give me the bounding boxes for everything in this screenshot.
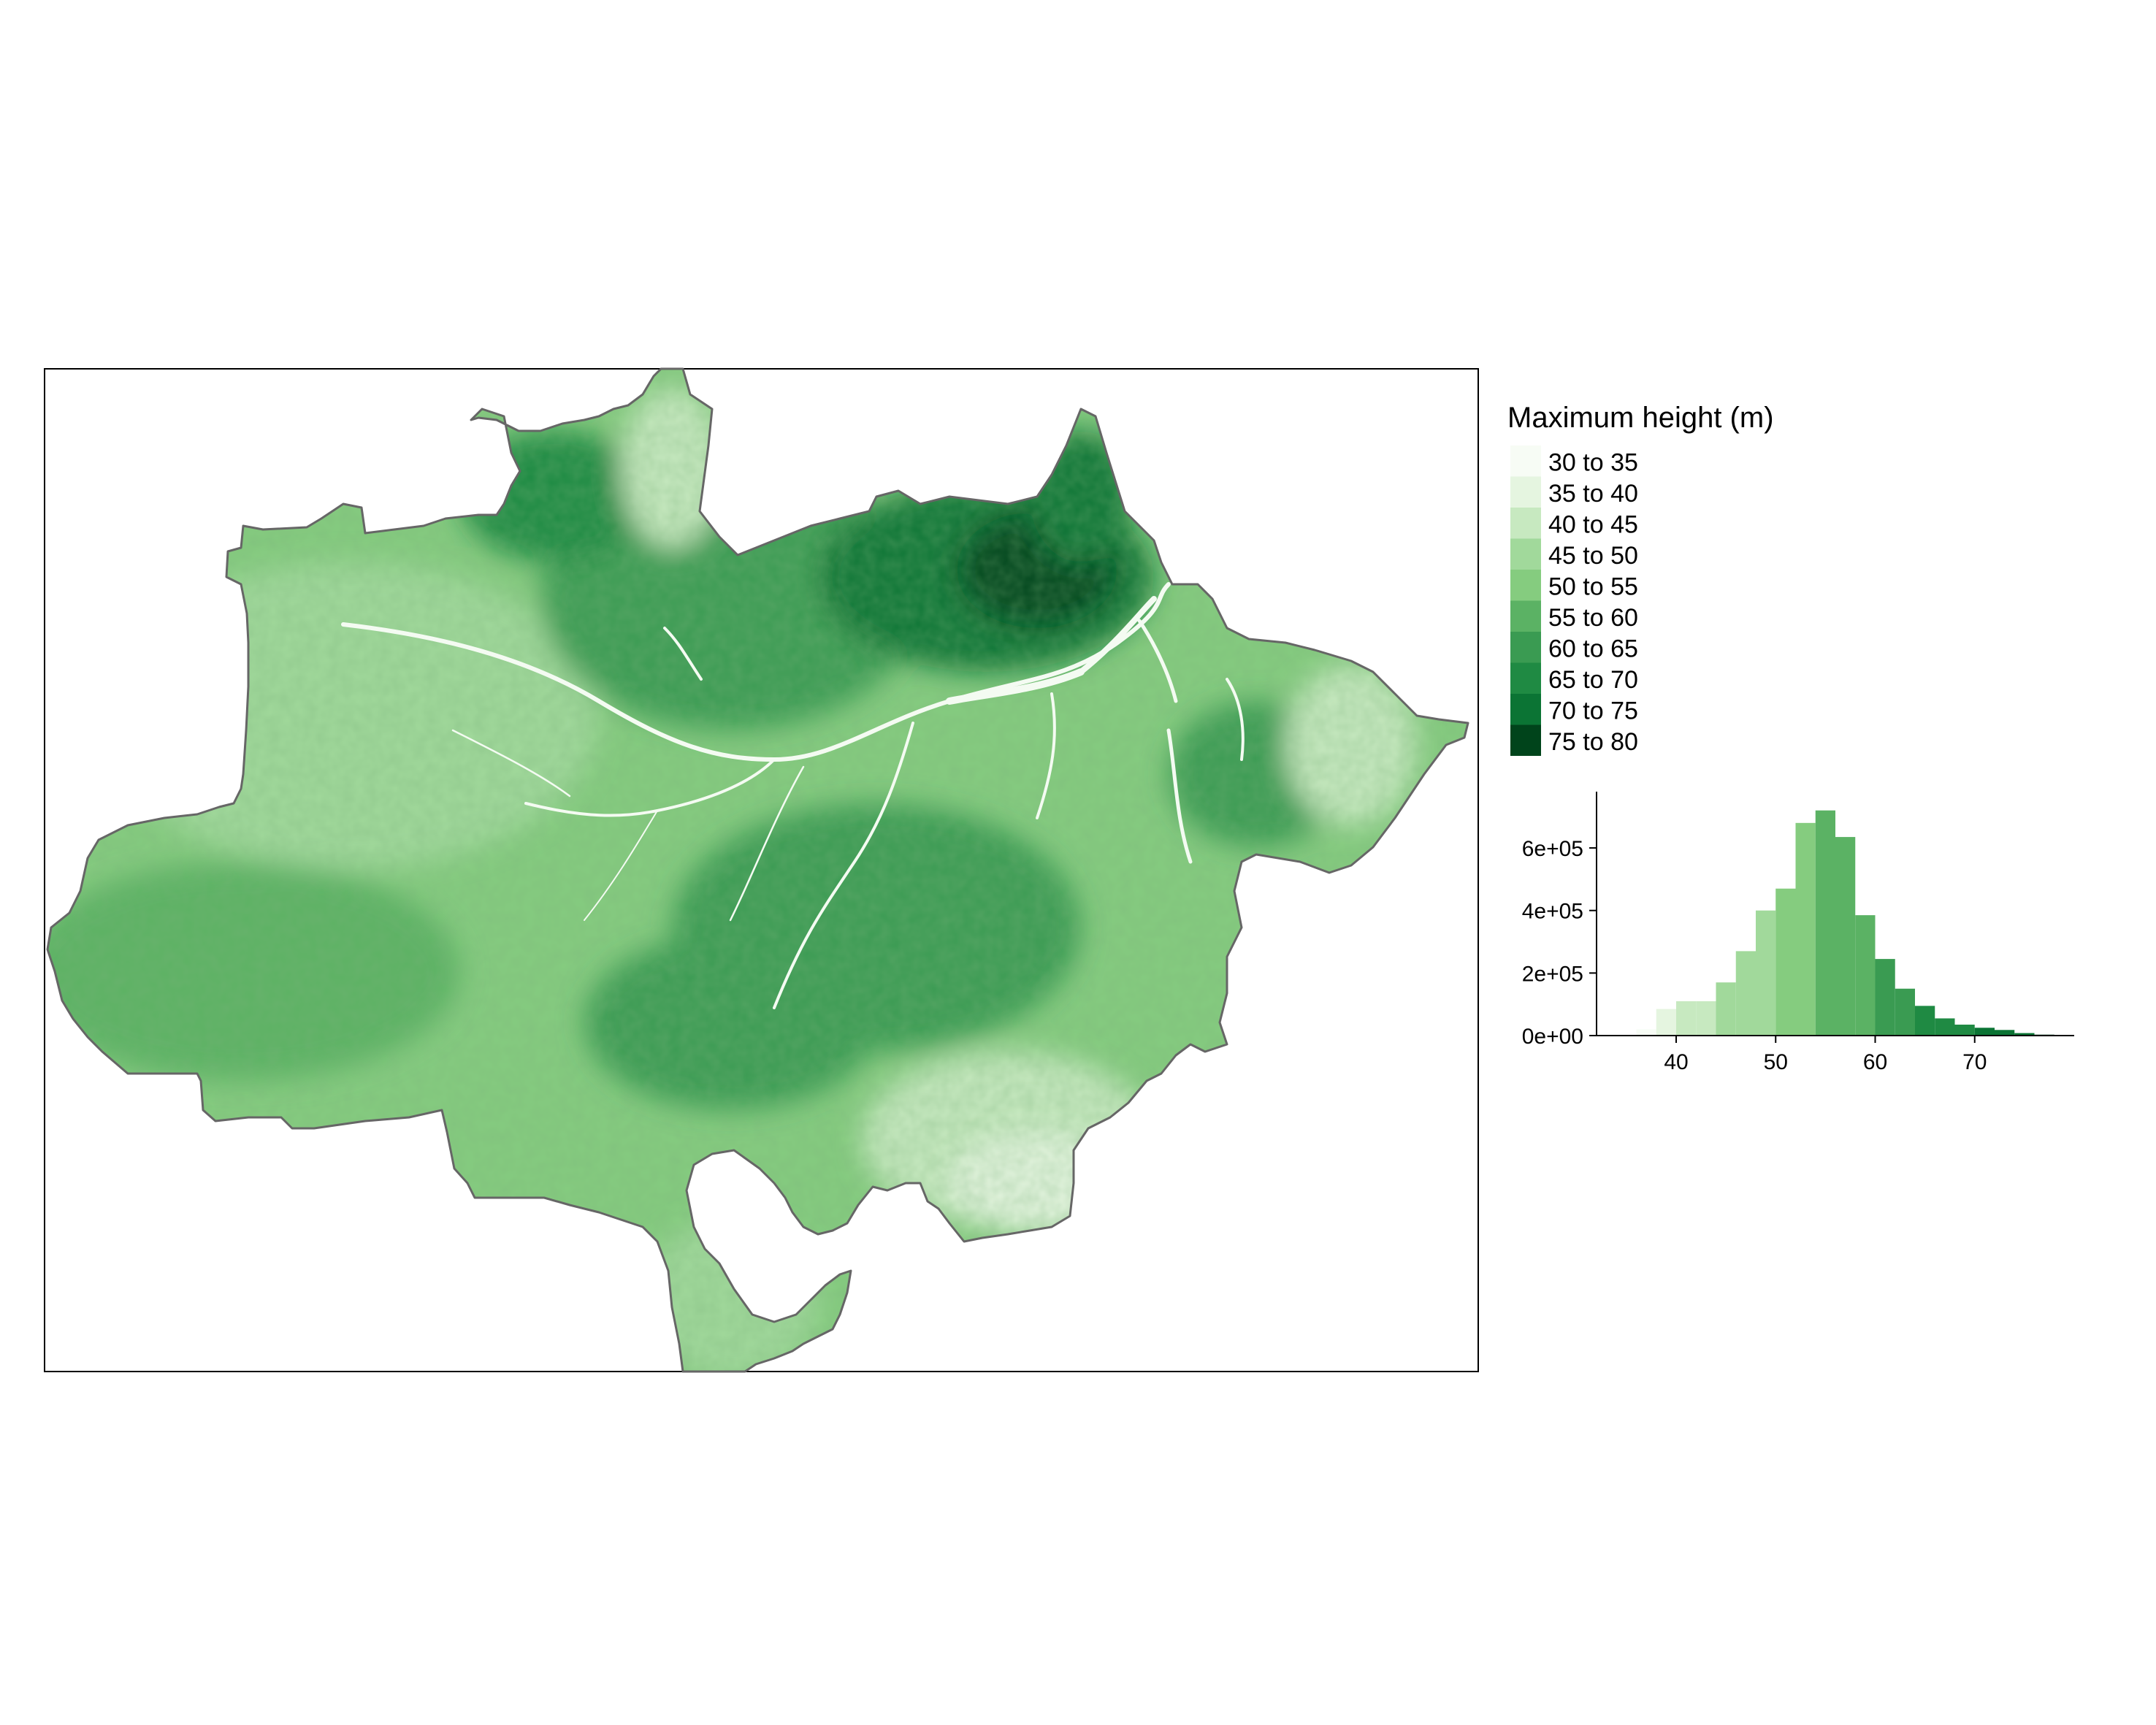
histogram-bar [1756, 910, 1776, 1036]
histogram-bar [1696, 1001, 1716, 1036]
legend-swatch [1510, 570, 1541, 601]
legend-swatch [1510, 600, 1541, 632]
histogram-bar [1915, 1006, 1935, 1036]
x-tick-label: 50 [1764, 1050, 1788, 1074]
legend-title: Maximum height (m) [1507, 402, 1774, 434]
x-tick-label: 40 [1664, 1050, 1688, 1074]
y-tick-label: 0e+00 [1522, 1025, 1583, 1049]
histogram-bar [1935, 1018, 1955, 1036]
histogram: 0e+00 2e+05 4e+05 6e+05 40 50 60 70 [1522, 792, 2074, 1074]
y-tick-label: 2e+05 [1522, 962, 1583, 986]
legend-label: 65 to 70 [1548, 666, 1638, 694]
legend-swatch [1510, 476, 1541, 508]
histogram-bar [1636, 1029, 1656, 1036]
histogram-bar [1735, 951, 1756, 1036]
legend-swatch [1510, 724, 1541, 756]
legend-label: 70 to 75 [1548, 697, 1638, 724]
histogram-bar [1974, 1028, 1995, 1036]
histogram-bar [1895, 988, 1915, 1036]
legend-swatch [1510, 445, 1541, 477]
y-tick-label: 4e+05 [1522, 900, 1583, 924]
histogram-bar [1795, 822, 1816, 1036]
legend-swatch [1510, 508, 1541, 539]
histogram-bar [1835, 837, 1856, 1036]
legend-label: 35 to 40 [1548, 480, 1638, 508]
histogram-bar [1954, 1025, 1975, 1036]
histogram-bar [1875, 959, 1895, 1036]
x-tick-label: 60 [1863, 1050, 1887, 1074]
legend-label: 50 to 55 [1548, 573, 1638, 600]
legend-label: 55 to 60 [1548, 604, 1638, 632]
histogram-bar [1815, 810, 1835, 1036]
legend-swatch [1510, 662, 1541, 694]
histogram-bar [1716, 982, 1736, 1036]
legend-label: 30 to 35 [1548, 448, 1638, 476]
legend-swatch [1510, 632, 1541, 663]
legend-swatch [1510, 538, 1541, 570]
legend-label: 60 to 65 [1548, 635, 1638, 662]
legend-label: 75 to 80 [1548, 728, 1638, 756]
legend-swatch [1510, 694, 1541, 725]
legend-label: 40 to 45 [1548, 510, 1638, 538]
y-tick-label: 6e+05 [1522, 837, 1583, 861]
map-region-outline [46, 367, 1469, 1373]
x-tick-label: 70 [1962, 1050, 1987, 1074]
histogram-bar [1775, 888, 1796, 1036]
histogram-bar [1995, 1030, 2015, 1036]
legend-label: 45 to 50 [1548, 542, 1638, 570]
histogram-bar [1676, 1001, 1697, 1036]
histogram-bar [1855, 915, 1876, 1036]
histogram-bar [2014, 1033, 2035, 1036]
histogram-bar [1656, 1009, 1676, 1036]
